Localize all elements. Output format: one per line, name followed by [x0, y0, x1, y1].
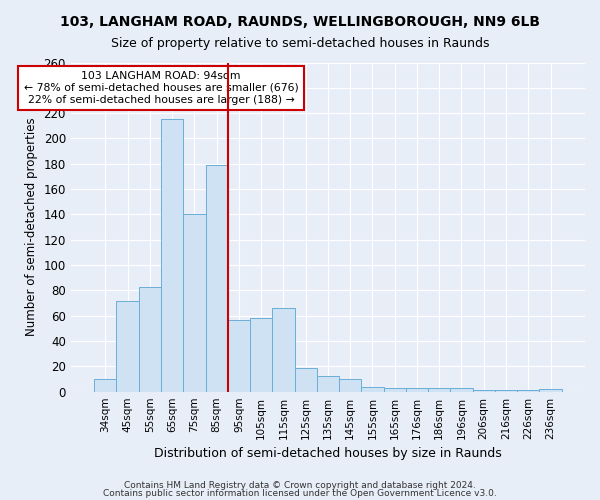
Text: Size of property relative to semi-detached houses in Raunds: Size of property relative to semi-detach…: [111, 38, 489, 51]
Bar: [495, 390, 517, 392]
Bar: [250, 318, 272, 392]
Bar: [428, 388, 451, 392]
Bar: [473, 390, 495, 392]
Bar: [361, 386, 383, 392]
Y-axis label: Number of semi-detached properties: Number of semi-detached properties: [25, 118, 38, 336]
Bar: [406, 388, 428, 392]
Bar: [339, 379, 361, 392]
X-axis label: Distribution of semi-detached houses by size in Raunds: Distribution of semi-detached houses by …: [154, 447, 502, 460]
Bar: [161, 120, 183, 392]
Bar: [94, 379, 116, 392]
Bar: [383, 388, 406, 392]
Bar: [139, 286, 161, 392]
Bar: [206, 165, 228, 392]
Bar: [451, 388, 473, 392]
Bar: [317, 376, 339, 392]
Text: 103, LANGHAM ROAD, RAUNDS, WELLINGBOROUGH, NN9 6LB: 103, LANGHAM ROAD, RAUNDS, WELLINGBOROUG…: [60, 15, 540, 29]
Bar: [295, 368, 317, 392]
Text: Contains HM Land Registry data © Crown copyright and database right 2024.: Contains HM Land Registry data © Crown c…: [124, 480, 476, 490]
Bar: [517, 390, 539, 392]
Bar: [539, 389, 562, 392]
Text: Contains public sector information licensed under the Open Government Licence v3: Contains public sector information licen…: [103, 489, 497, 498]
Bar: [228, 320, 250, 392]
Bar: [183, 214, 206, 392]
Bar: [272, 308, 295, 392]
Bar: [116, 300, 139, 392]
Text: 103 LANGHAM ROAD: 94sqm
← 78% of semi-detached houses are smaller (676)
22% of s: 103 LANGHAM ROAD: 94sqm ← 78% of semi-de…: [23, 72, 298, 104]
